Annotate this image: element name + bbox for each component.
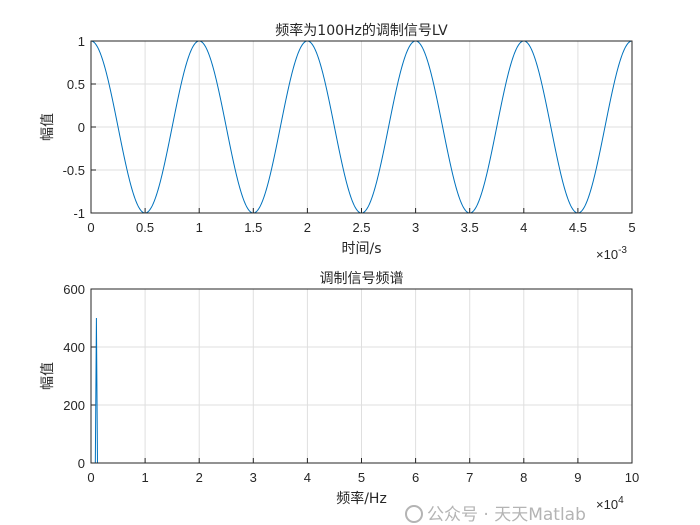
subplot-1: 0 0.5 1 1.5 2 2.5 3 3.5 4 4.5 5 -1 -0.5 0 0.5 1 频率为100Hz… <box>40 22 636 262</box>
x-tick-label: 4.5 <box>569 220 587 235</box>
y-tick-label: -1 <box>73 206 85 221</box>
x-tick-label: 1 <box>141 470 148 485</box>
y-tick-label: 0.5 <box>67 77 85 92</box>
watermark-text: 公众号 · 天天Matlab <box>427 505 586 525</box>
chart-title: 调制信号频谱 <box>320 271 404 287</box>
x-tick-label: 7 <box>466 470 473 485</box>
x-tick-label: 9 <box>574 470 581 485</box>
x-axis-label: 时间/s <box>341 241 381 257</box>
x-tick-label: 2.5 <box>352 220 370 235</box>
y-tick-label: 400 <box>63 340 85 355</box>
y-tick-label: 0 <box>78 120 85 135</box>
x-axis-label: 频率/Hz <box>336 490 387 507</box>
x-tick-label: 2 <box>304 220 311 235</box>
x-tick-label: 4 <box>304 470 311 485</box>
x-tick-label: 6 <box>412 470 419 485</box>
x-tick-label: 8 <box>520 470 527 485</box>
y-axis-label: 幅值 <box>40 113 56 141</box>
x-tick-label: 3.5 <box>461 220 479 235</box>
x-tick-label: 2 <box>196 470 203 485</box>
y-tick-label: -0.5 <box>63 163 85 178</box>
y-axis-label: 幅值 <box>40 362 56 390</box>
x-exponent-label: ×104 <box>596 495 624 512</box>
x-exponent: 4 <box>618 495 624 506</box>
axes-box <box>90 288 633 464</box>
wechat-icon <box>405 505 423 523</box>
x-tick-label: 3 <box>250 470 257 485</box>
x-tick-label: 0 <box>87 470 94 485</box>
x-tick-label: 0.5 <box>136 220 154 235</box>
x-tick-label: 10 <box>625 470 639 485</box>
x-tick-label: 1.5 <box>244 220 262 235</box>
y-tick-label: 200 <box>63 398 85 413</box>
y-tick-label: 600 <box>63 282 85 297</box>
y-tick-label: 1 <box>78 34 85 49</box>
chart-title: 频率为100Hz的调制信号LV <box>275 22 448 39</box>
y-tick-label: 0 <box>78 456 85 471</box>
x-tick-label: 1 <box>196 220 203 235</box>
x-tick-label: 5 <box>358 470 365 485</box>
watermark: 公众号 · 天天Matlab <box>405 505 586 525</box>
x-exponent: -3 <box>618 245 627 256</box>
x-tick-label: 3 <box>412 220 419 235</box>
axes-box <box>90 40 633 214</box>
x-tick-label: 4 <box>520 220 527 235</box>
x-exponent-label: ×10-3 <box>596 245 627 262</box>
x-tick-label: 0 <box>87 220 94 235</box>
x-tick-label: 5 <box>628 220 635 235</box>
